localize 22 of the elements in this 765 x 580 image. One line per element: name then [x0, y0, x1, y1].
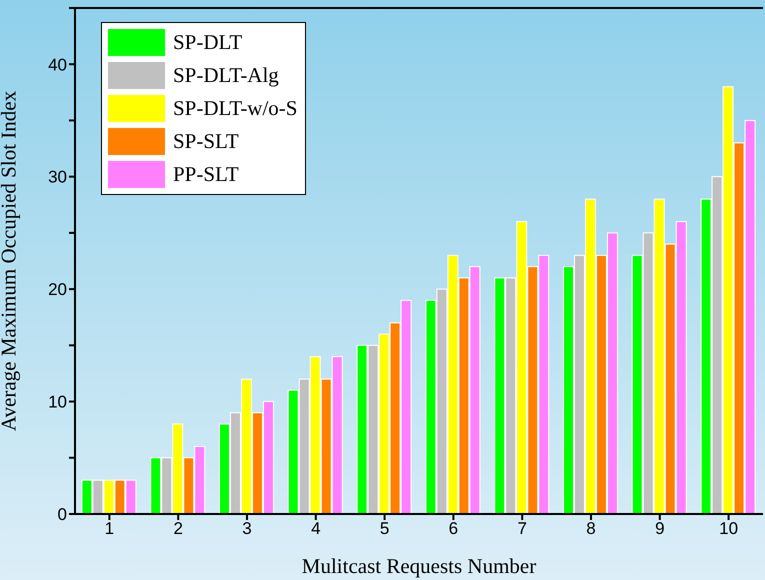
- x-tick-label: 10: [719, 519, 738, 538]
- y-tick-label: 30: [48, 168, 67, 187]
- y-tick-label: 10: [48, 392, 67, 412]
- legend-label: SP-DLT-w/o-S: [173, 96, 298, 121]
- x-tick-label: 6: [448, 519, 458, 538]
- x-tick-label: 8: [586, 519, 596, 538]
- x-tick-label: 5: [380, 519, 390, 538]
- y-tick-label: 40: [48, 55, 67, 74]
- x-tick-label: 3: [242, 519, 252, 538]
- legend-label: SP-SLT: [173, 129, 239, 154]
- legend-label: SP-DLT: [173, 30, 242, 55]
- x-tick-label: 4: [311, 519, 321, 538]
- y-tick-label: 0: [58, 505, 67, 524]
- x-tick-label: 2: [173, 519, 183, 538]
- x-tick-label: 1: [104, 519, 114, 538]
- y-tick-label: 20: [48, 280, 67, 300]
- legend-label: PP-SLT: [173, 162, 239, 187]
- y-axis-title: Average Maximum Occupied Slot Index: [0, 90, 20, 432]
- x-tick-label: 9: [655, 519, 665, 538]
- x-axis-title: Mulitcast Requests Number: [302, 554, 536, 578]
- x-tick-label: 7: [517, 519, 527, 538]
- legend-label: SP-DLT-Alg: [173, 63, 279, 88]
